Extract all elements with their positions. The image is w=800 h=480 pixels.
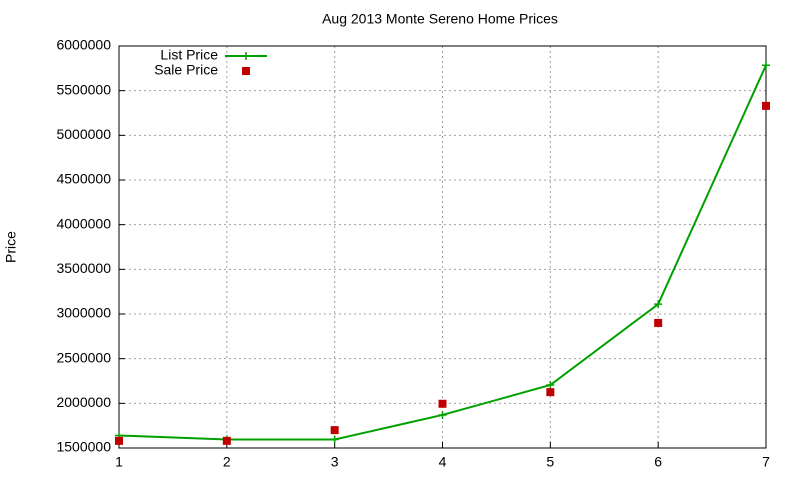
y-tick-label: 5000000	[56, 126, 111, 142]
plot-frame	[118, 45, 767, 449]
y-tick-label: 1500000	[56, 439, 111, 455]
x-tick-label: 4	[439, 454, 447, 470]
y-tick-label: 4000000	[56, 215, 111, 231]
x-tick-label: 7	[762, 454, 770, 470]
x-tick-label: 3	[331, 454, 339, 470]
point	[115, 436, 123, 445]
y-tick-label: 4500000	[56, 171, 111, 187]
point	[654, 318, 663, 327]
point	[438, 410, 447, 419]
point	[762, 101, 770, 110]
y-tick-label: 2500000	[56, 349, 111, 365]
point	[438, 399, 447, 408]
point	[546, 381, 555, 390]
y-axis-label: Price	[3, 231, 19, 263]
x-tick-label: 6	[654, 454, 662, 470]
chart-title: Aug 2013 Monte Sereno Home Prices	[322, 11, 558, 27]
y-tick-label: 3000000	[56, 305, 111, 321]
point	[654, 300, 663, 309]
legend-label: List Price	[160, 47, 218, 63]
legend-marker	[242, 67, 250, 75]
y-tick-label: 6000000	[56, 37, 111, 53]
y-tick-label: 2000000	[56, 394, 111, 410]
legend-marker	[242, 52, 250, 60]
point	[330, 426, 339, 435]
x-tick-label: 1	[115, 454, 123, 470]
point	[330, 435, 339, 444]
point	[762, 61, 770, 70]
legend-label: Sale Price	[154, 62, 218, 78]
point	[546, 388, 555, 397]
point	[222, 436, 231, 445]
x-tick-label: 2	[223, 454, 231, 470]
y-tick-label: 3500000	[56, 260, 111, 276]
x-tick-label: 5	[546, 454, 554, 470]
y-tick-label: 5500000	[56, 81, 111, 97]
